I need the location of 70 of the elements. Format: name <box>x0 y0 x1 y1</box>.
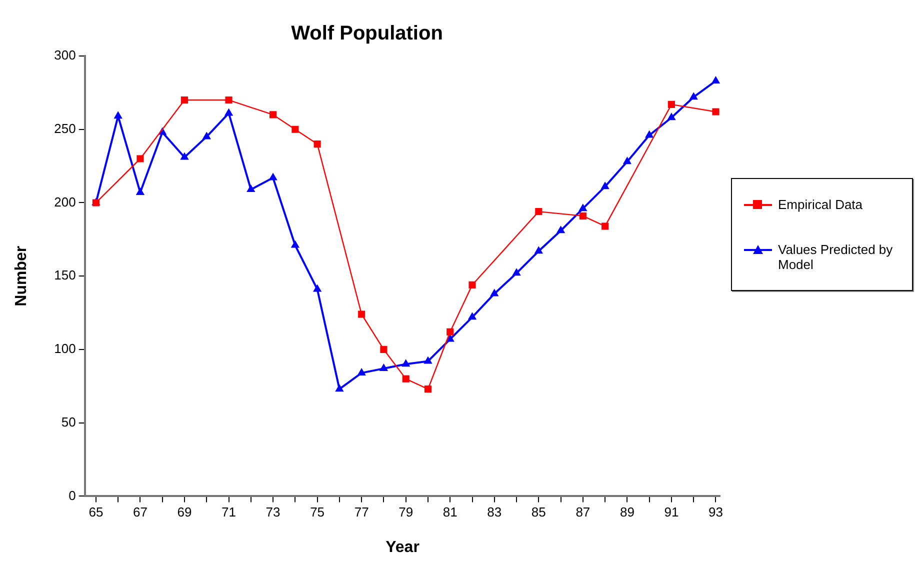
point <box>645 130 654 138</box>
point <box>556 226 566 234</box>
point <box>468 281 476 288</box>
x-tick-label: 71 <box>222 504 236 520</box>
point <box>314 140 321 148</box>
point <box>424 356 432 364</box>
y-tick-label: 200 <box>54 194 76 210</box>
point <box>579 212 586 220</box>
point <box>622 156 632 164</box>
y-tick-label: 100 <box>54 341 76 356</box>
point <box>600 182 610 190</box>
x-tick-label: 93 <box>708 504 723 520</box>
point <box>689 92 698 100</box>
x-axis-title: Year <box>386 538 420 556</box>
point <box>711 76 720 84</box>
point <box>578 204 588 212</box>
point <box>246 184 256 192</box>
point <box>225 96 232 104</box>
point <box>380 346 388 353</box>
point <box>468 312 477 320</box>
point <box>712 108 720 116</box>
legend-label: Values Predicted by Model <box>778 242 894 272</box>
y-tick-label: 250 <box>54 120 76 136</box>
point <box>268 172 278 180</box>
point <box>136 187 145 195</box>
point <box>290 240 300 248</box>
y-tick-label: 150 <box>54 268 76 283</box>
x-tick-label: 87 <box>576 504 590 520</box>
point <box>402 359 410 367</box>
point <box>136 155 144 162</box>
y-axis-title: Number <box>13 246 30 306</box>
point <box>668 100 675 108</box>
point <box>667 112 676 120</box>
x-tick-label: 75 <box>310 504 325 520</box>
point <box>535 208 542 216</box>
x-tick-label: 77 <box>354 504 369 520</box>
y-tick-label: 0 <box>68 488 76 503</box>
x-tick-label: 91 <box>664 504 679 520</box>
point <box>402 375 410 382</box>
point <box>424 386 432 393</box>
point <box>270 111 277 118</box>
x-tick-label: 81 <box>442 504 458 520</box>
point <box>446 328 454 336</box>
x-tick-label: 85 <box>531 504 546 520</box>
y-tick-label: 50 <box>61 414 76 430</box>
x-tick-label: 79 <box>398 504 414 520</box>
x-tick-label: 73 <box>266 504 280 520</box>
point <box>379 364 388 372</box>
point <box>312 284 322 292</box>
x-tick-label: 67 <box>132 504 148 520</box>
point <box>358 310 366 318</box>
legend-label: Empirical Data <box>778 197 863 212</box>
y-tick-label: 300 <box>54 48 76 63</box>
x-tick-label: 83 <box>487 504 502 520</box>
point <box>292 126 299 133</box>
point <box>224 108 234 116</box>
x-tick-label: 89 <box>620 504 634 520</box>
point <box>114 111 122 119</box>
x-tick-label: 69 <box>177 504 192 520</box>
point <box>490 288 499 296</box>
point <box>602 222 609 230</box>
x-tick-label: 65 <box>88 504 104 520</box>
point <box>335 384 344 392</box>
chart-title: Wolf Population <box>291 22 443 45</box>
point <box>202 132 211 140</box>
point <box>180 152 189 160</box>
point <box>180 96 188 104</box>
point <box>512 268 521 276</box>
point <box>357 368 366 376</box>
point <box>534 246 543 254</box>
